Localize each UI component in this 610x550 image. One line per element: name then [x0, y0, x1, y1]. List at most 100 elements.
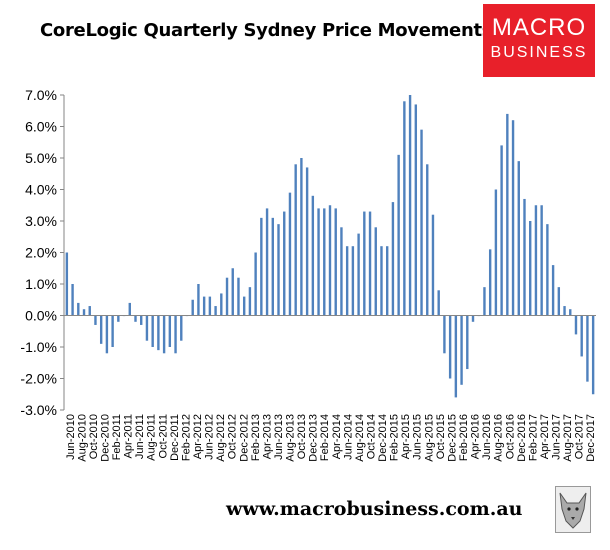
bar — [151, 315, 154, 347]
website-url: www.macrobusiness.com.au — [226, 498, 523, 520]
x-tick-label: Aug-2014 — [354, 414, 366, 462]
bar — [71, 284, 74, 316]
x-tick-label: Apr-2016 — [470, 414, 482, 459]
bar — [569, 309, 572, 316]
bar — [534, 205, 538, 316]
bar — [437, 290, 440, 316]
x-tick-label: Apr-2011 — [123, 414, 135, 458]
x-tick-label: Dec-2016 — [516, 414, 528, 462]
y-tick-label: 0.0% — [25, 308, 57, 324]
bar — [523, 198, 526, 316]
bar — [265, 208, 269, 316]
bar — [386, 246, 389, 316]
bar — [254, 252, 257, 316]
bar — [448, 315, 452, 379]
x-tick-label: Feb-2011 — [111, 414, 123, 460]
bar — [563, 306, 566, 316]
x-tick-label: Oct-2011 — [157, 414, 169, 458]
bar — [363, 211, 366, 316]
x-tick-label: Oct-2010 — [88, 414, 100, 459]
bar — [586, 315, 589, 382]
bar — [311, 195, 315, 316]
bar — [202, 296, 206, 316]
x-tick-label: Aug-2013 — [285, 414, 297, 462]
bar — [140, 315, 143, 325]
x-tick-label: Feb-2017 — [527, 414, 539, 461]
x-tick-label: Dec-2010 — [99, 414, 111, 462]
x-tick-label: Jun-2016 — [481, 414, 493, 460]
x-tick-label: Oct-2017 — [574, 414, 586, 459]
bar — [357, 233, 360, 316]
y-tick-label: 4.0% — [25, 182, 57, 198]
bar — [283, 211, 286, 316]
bar — [191, 299, 194, 316]
bar — [443, 315, 446, 354]
bar — [408, 95, 412, 316]
bar — [305, 167, 309, 316]
bar — [397, 154, 400, 316]
x-tick-label: Aug-2015 — [423, 414, 435, 462]
bar — [580, 315, 583, 357]
bar — [460, 315, 463, 385]
bar-series — [65, 95, 595, 398]
logo-text-macro: MACRO — [491, 14, 587, 41]
x-tick-label: Oct-2016 — [504, 414, 516, 459]
x-tick-label: Feb-2013 — [250, 414, 262, 461]
bar — [237, 277, 240, 316]
bar — [351, 246, 355, 316]
x-tick-label: Jun-2012 — [204, 414, 216, 460]
bar — [540, 205, 543, 316]
macrobusiness-logo: MACRO BUSINESS — [483, 4, 595, 77]
bar — [277, 224, 280, 316]
x-tick-label: Jun-2011 — [134, 414, 146, 459]
bar — [248, 287, 252, 316]
bar — [517, 161, 520, 316]
bar — [105, 315, 109, 354]
bar — [242, 296, 246, 316]
bar — [128, 302, 131, 316]
x-tick-label: Oct-2014 — [365, 414, 377, 459]
x-tick-label: Aug-2012 — [215, 414, 227, 462]
bar — [500, 145, 503, 316]
y-tick-label: -2.0% — [20, 371, 57, 387]
bar — [506, 113, 509, 316]
x-tick-label: Dec-2017 — [585, 414, 597, 462]
x-tick-label: Dec-2011 — [169, 414, 181, 461]
wolf-logo-icon — [555, 486, 591, 533]
logo-text-business: BUSINESS — [490, 44, 588, 61]
y-tick-label: 6.0% — [25, 119, 57, 135]
bar — [340, 227, 343, 316]
x-tick-label: Apr-2015 — [400, 414, 412, 459]
bar — [431, 214, 435, 316]
bar — [197, 284, 200, 316]
bar — [77, 302, 80, 316]
x-tick-label: Feb-2015 — [389, 414, 401, 461]
bar — [374, 227, 377, 316]
bar — [300, 158, 303, 316]
bar — [157, 315, 160, 351]
bar — [403, 101, 406, 316]
x-tick-label: Jun-2017 — [551, 414, 563, 460]
x-tick-label: Jun-2014 — [342, 414, 354, 460]
bar — [426, 164, 429, 316]
x-tick-label: Dec-2012 — [238, 414, 250, 462]
bar — [88, 306, 91, 316]
bar — [117, 315, 120, 322]
bar — [180, 315, 183, 341]
bar — [145, 315, 149, 341]
bar — [591, 315, 595, 395]
x-tick-label: Jun-2015 — [412, 414, 424, 460]
bar — [94, 315, 97, 325]
x-tick-label: Jun-2010 — [65, 414, 77, 460]
bar — [231, 268, 234, 316]
bar — [82, 309, 86, 316]
y-tick-label: 2.0% — [25, 245, 57, 261]
bar — [551, 265, 555, 316]
bar — [557, 287, 561, 316]
bar — [345, 246, 349, 316]
bar — [454, 315, 458, 398]
x-tick-label: Apr-2013 — [261, 414, 273, 459]
bar — [317, 208, 320, 316]
bar — [529, 221, 532, 316]
